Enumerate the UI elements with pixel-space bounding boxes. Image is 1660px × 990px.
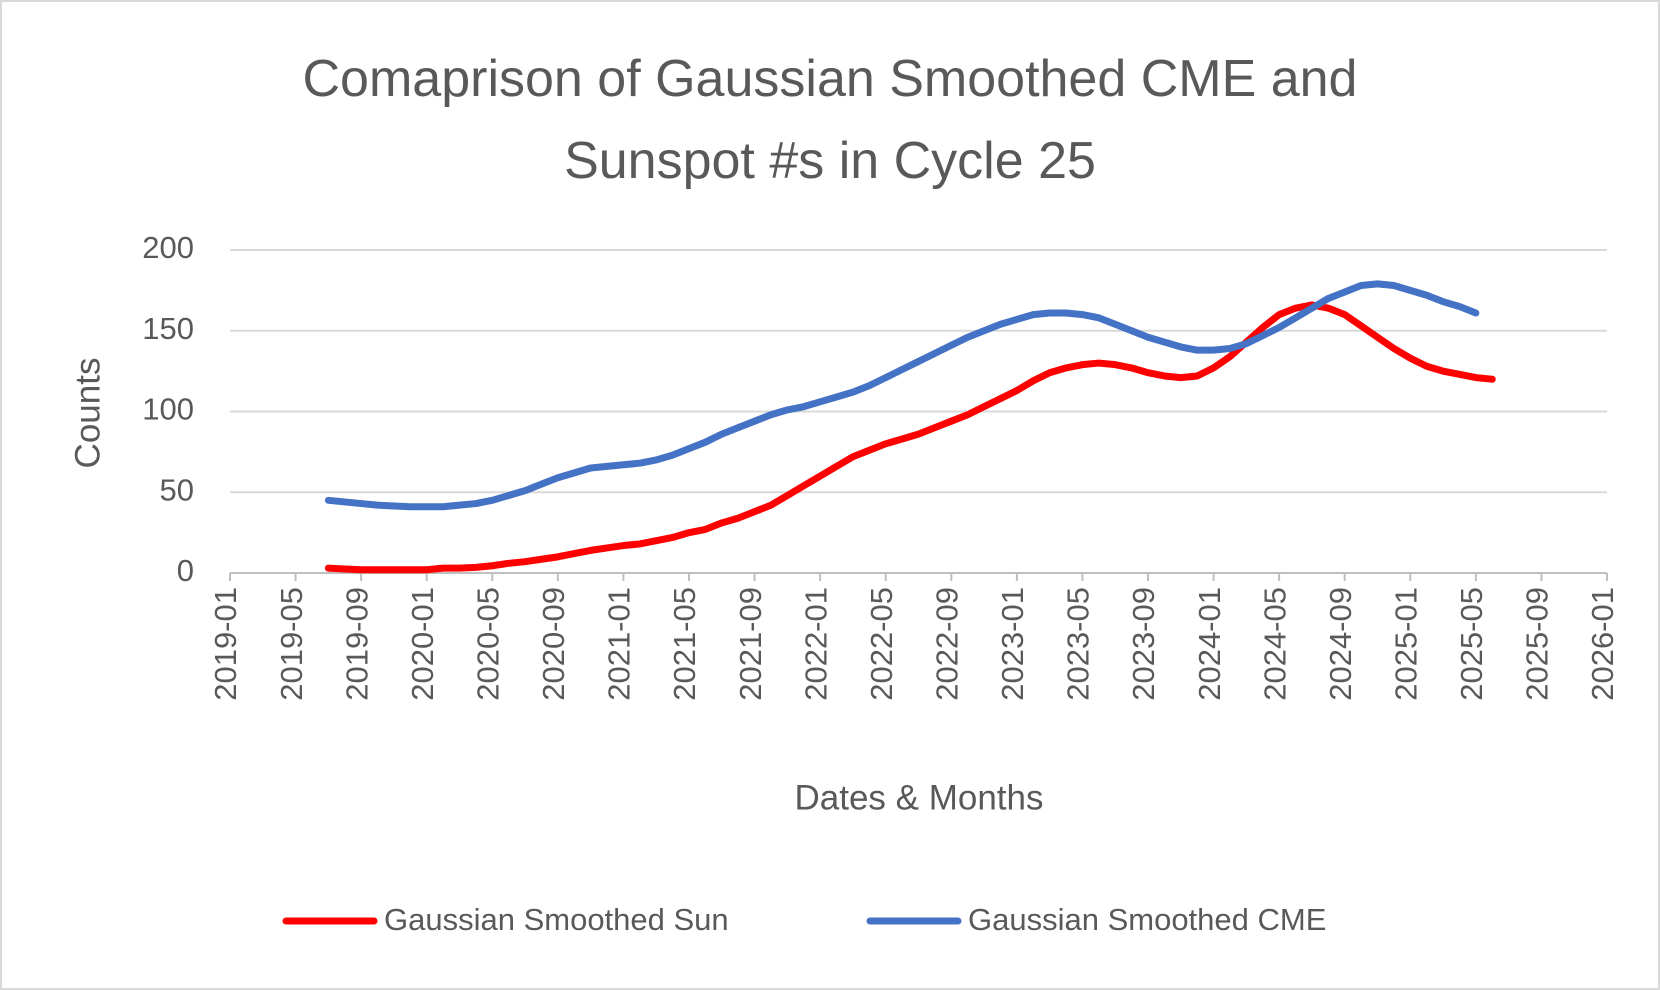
- x-tick-label: 2025-09: [1520, 587, 1555, 701]
- legend-label: Gaussian Smoothed CME: [968, 902, 1326, 937]
- x-tick-label: 2019-09: [339, 587, 374, 701]
- x-tick-label: 2026-01: [1585, 587, 1620, 701]
- y-tick-label: 0: [177, 553, 194, 588]
- series-line: [324, 280, 1480, 511]
- x-tick-label: 2025-05: [1454, 587, 1489, 701]
- chart-title: Comaprison of Gaussian Smoothed CME and …: [302, 50, 1358, 190]
- y-tick-label: 150: [142, 311, 194, 346]
- x-tick-label: 2024-09: [1323, 587, 1358, 701]
- x-tick-label: 2022-05: [864, 587, 899, 701]
- series-line: [324, 301, 1496, 574]
- x-tick-label: 2023-05: [1061, 587, 1096, 701]
- legend-label: Gaussian Smoothed Sun: [384, 902, 729, 937]
- x-tick-label: 2022-09: [929, 587, 964, 701]
- x-tick-label: 2020-09: [536, 587, 571, 701]
- x-tick-label: 2019-05: [274, 587, 309, 701]
- y-tick-label: 50: [160, 472, 194, 507]
- x-tick-label: 2023-09: [1126, 587, 1161, 701]
- x-tick-label: 2020-01: [405, 587, 440, 701]
- x-tick-label: 2022-01: [798, 587, 833, 701]
- y-tick-label: 100: [142, 392, 194, 427]
- x-tick-label: 2021-09: [733, 587, 768, 701]
- x-tick-label: 2024-05: [1257, 587, 1292, 701]
- x-tick-label: 2019-01: [208, 587, 243, 701]
- y-axis-label: Counts: [68, 358, 107, 469]
- x-tick-label: 2023-01: [995, 587, 1030, 701]
- y-tick-label: 200: [142, 230, 194, 265]
- x-tick-label: 2021-01: [602, 587, 637, 701]
- x-tick-label: 2025-01: [1388, 587, 1423, 701]
- x-tick-label: 2021-05: [667, 587, 702, 701]
- x-tick-label: 2020-05: [470, 587, 505, 701]
- x-axis-label: Dates & Months: [795, 778, 1044, 817]
- x-tick-label: 2024-01: [1192, 587, 1227, 701]
